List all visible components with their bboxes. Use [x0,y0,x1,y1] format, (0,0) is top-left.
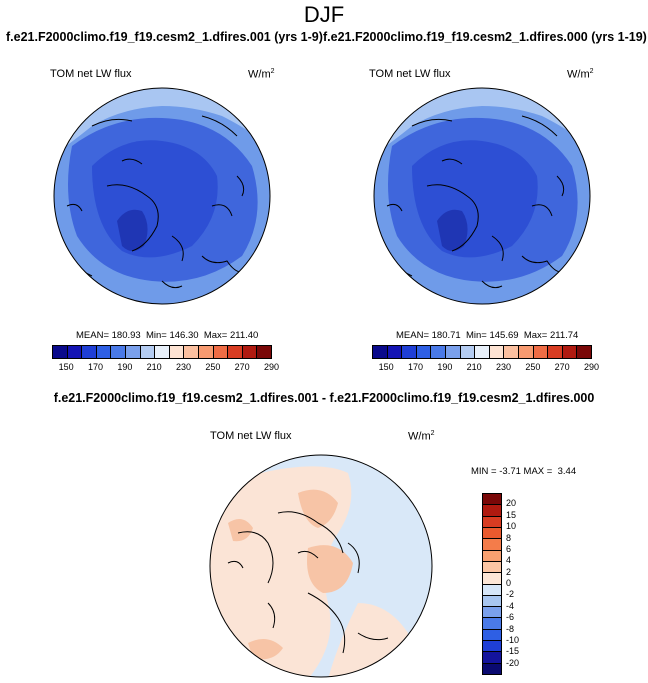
colorbar-swatch [373,346,388,358]
left-polar-map [53,87,271,305]
colorbar-swatch [228,346,243,358]
colorbar-swatch [483,527,501,540]
colorbar-tick-label: 170 [408,362,424,372]
right-stats: MEAN= 180.71 Min= 145.69 Max= 211.74 [396,330,579,341]
colorbar-swatch [445,346,461,358]
colorbar-swatch [562,346,578,358]
colorbar-tick-label: 150 [58,362,74,372]
colorbar-swatch [483,641,501,653]
colorbar-tick-label: -2 [506,589,515,600]
colorbar-swatch [483,652,501,664]
colorbar-swatch [155,346,170,358]
diff-polar-map [209,454,433,678]
colorbar-swatch [198,346,214,358]
colorbar-tick-label: 270 [554,362,570,372]
colorbar-swatch [489,346,505,358]
colorbar-tick-label: 270 [234,362,250,372]
colorbar-swatch [53,346,68,358]
colorbar-swatch [483,539,501,551]
colorbar-tick-label: 250 [525,362,541,372]
left-units-label: W/m2 [248,68,275,81]
colorbar-tick-label: 250 [205,362,221,372]
left-variable-label: TOM net LW flux [50,68,132,80]
colorbar-swatch [483,561,501,574]
right-panel-caption: f.e21.F2000climo.f19_f19.cesm2_1.dfires.… [323,30,647,44]
colorbar-swatch [140,346,156,358]
colorbar-swatch [184,346,199,358]
colorbar-swatch [483,663,501,674]
left-stats: MEAN= 180.93 Min= 146.30 Max= 211.40 [76,330,259,341]
colorbar-swatch [483,607,501,619]
left-colorbar [52,345,272,359]
left-colorbar-ticks: 150 170 190 210 230 250 270 290 [52,362,279,374]
colorbar-swatch [82,346,97,358]
right-polar-map [373,87,591,305]
colorbar-swatch [96,346,112,358]
right-colorbar [372,345,592,359]
colorbar-tick-label: 150 [378,362,394,372]
colorbar-tick-label: -20 [506,657,520,668]
colorbar-tick-label: 230 [496,362,512,372]
colorbar-tick-label: 170 [88,362,104,372]
diff-stats: MIN = -3.71 MAX = 3.44 [471,466,577,477]
colorbar-swatch [483,505,501,517]
colorbar-swatch [111,346,126,358]
colorbar-tick-label: 20 [506,498,517,509]
diff-variable-label: TOM net LW flux [210,430,292,442]
colorbar-swatch [242,346,258,358]
colorbar-swatch [483,516,501,528]
colorbar-tick-label: 190 [117,362,133,372]
right-variable-label: TOM net LW flux [369,68,451,80]
colorbar-swatch [483,595,501,608]
colorbar-tick-label: 4 [506,555,512,566]
colorbar-swatch [475,346,490,358]
right-colorbar-ticks: 150 170 190 210 230 250 270 290 [372,362,599,374]
colorbar-swatch [483,618,501,630]
colorbar-swatch [460,346,476,358]
diff-panel-caption: f.e21.F2000climo.f19_f19.cesm2_1.dfires.… [53,391,595,405]
right-units-label: W/m2 [567,68,594,81]
colorbar-tick-label: -8 [506,623,515,634]
colorbar-swatch [67,346,83,358]
colorbar-tick-label: 0 [506,578,512,588]
colorbar-swatch [504,346,519,358]
colorbar-tick-label: 230 [176,362,192,372]
colorbar-swatch [483,573,501,585]
colorbar-swatch [213,346,229,358]
colorbar-swatch [416,346,432,358]
colorbar-swatch [548,346,563,358]
colorbar-tick-label: 210 [146,362,162,372]
colorbar-tick-label: -15 [506,646,520,657]
diff-units-label: W/m2 [408,430,435,443]
colorbar-tick-label: 210 [466,362,482,372]
colorbar-tick-label: 190 [437,362,453,372]
colorbar-tick-label: 15 [506,509,517,520]
colorbar-tick-label: 290 [584,362,600,372]
colorbar-tick-label: 6 [506,543,512,554]
colorbar-swatch [483,584,501,596]
figure-title: DJF [303,2,345,27]
colorbar-swatch [577,346,591,358]
diff-colorbar [482,493,502,675]
diff-colorbar-ticks: 20 15 10 8 6 4 2 0 -2 -4 -6 -8 -10 -15 -20 [506,493,536,675]
colorbar-swatch [257,346,271,358]
colorbar-swatch [518,346,534,358]
colorbar-tick-label: 8 [506,532,512,543]
colorbar-swatch [387,346,403,358]
colorbar-tick-label: -4 [506,600,515,611]
colorbar-swatch [533,346,549,358]
colorbar-tick-label: 10 [506,521,517,532]
colorbar-swatch [125,346,141,358]
colorbar-tick-label: 2 [506,566,512,577]
left-panel-caption: f.e21.F2000climo.f19_f19.cesm2_1.dfires.… [6,30,323,44]
colorbar-swatch [483,494,501,506]
colorbar-swatch [431,346,446,358]
colorbar-tick-label: -10 [506,634,520,645]
colorbar-swatch [483,550,501,562]
colorbar-tick-label: 290 [264,362,280,372]
colorbar-swatch [483,629,501,642]
colorbar-swatch [169,346,185,358]
colorbar-tick-label: -6 [506,612,515,623]
colorbar-swatch [402,346,417,358]
